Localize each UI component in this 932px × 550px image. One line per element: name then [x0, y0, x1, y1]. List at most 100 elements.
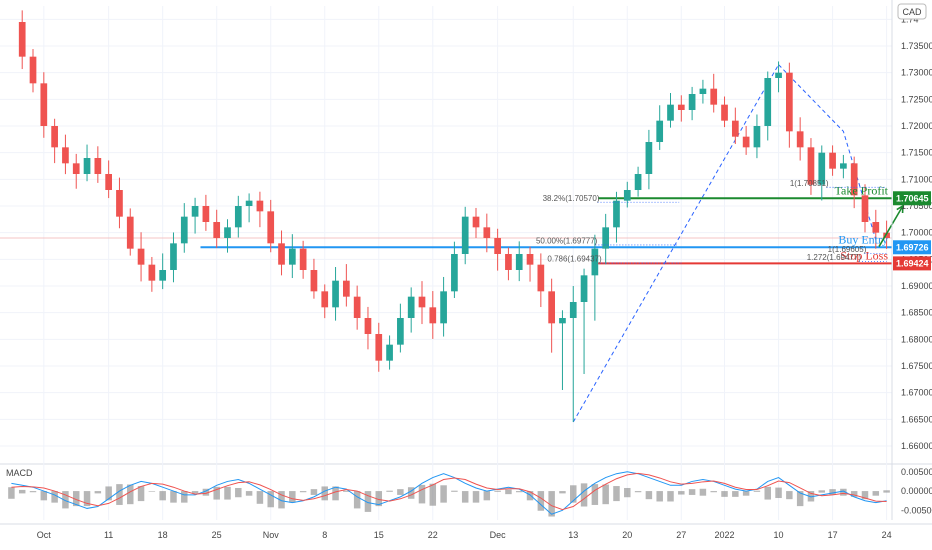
- candle-body: [83, 158, 91, 174]
- candle-body: [62, 147, 69, 164]
- level-name: Stop Loss: [840, 248, 888, 262]
- candle-body: [245, 200, 253, 206]
- macd-histogram-bar: [732, 491, 739, 497]
- candle-body: [526, 254, 534, 265]
- time-tick-label: Dec: [490, 530, 507, 540]
- price-tick-label: 1.71000: [901, 174, 932, 184]
- macd-histogram-bar: [537, 491, 545, 511]
- candle-body: [40, 83, 48, 126]
- macd-histogram-bar: [51, 491, 58, 503]
- price-tick-label: 1.72000: [901, 121, 932, 131]
- candle-body: [818, 152, 826, 185]
- candle-body: [850, 163, 858, 196]
- fib-label: 1(1.69605): [828, 245, 867, 254]
- currency-badge-box: [897, 3, 927, 20]
- macd-signal-line: [11, 472, 887, 511]
- candle-body: [213, 222, 221, 238]
- macd-histogram-bar: [332, 486, 339, 501]
- macd-histogram-bar: [872, 491, 880, 496]
- candle-body: [451, 254, 458, 292]
- zigzag-leg-a: [572, 64, 779, 423]
- macd-histogram-bar: [494, 490, 501, 492]
- time-tick-label: 18: [158, 530, 168, 540]
- macd-histogram-bar: [775, 487, 782, 499]
- macd-histogram-bar: [353, 491, 361, 509]
- time-tick-label: Nov: [263, 530, 280, 540]
- candle-body: [483, 227, 491, 238]
- macd-histogram-bar: [721, 491, 728, 497]
- candle-body: [505, 254, 512, 270]
- macd-histogram-bar: [613, 486, 620, 502]
- price-tick-label: 1.67500: [901, 361, 932, 371]
- candle-body: [94, 158, 102, 174]
- macd-label: MACD: [6, 468, 33, 478]
- macd-histogram-bar: [418, 484, 426, 504]
- level-price-tag[interactable]: [893, 191, 931, 206]
- macd-histogram-bar: [94, 491, 102, 494]
- candle-body: [688, 94, 696, 110]
- projection-arrow-shaft: [878, 205, 904, 247]
- candle-body: [667, 104, 674, 121]
- price-tick-label: 1.68500: [901, 308, 932, 318]
- candle-body: [613, 200, 620, 228]
- macd-histogram-bar: [83, 491, 91, 507]
- candle-body: [256, 200, 264, 212]
- fib-label: 1(1.70851): [790, 179, 829, 188]
- candle-body: [29, 56, 37, 84]
- macd-histogram-bar: [137, 486, 145, 502]
- candle-body: [883, 232, 890, 238]
- macd-histogram-bar: [472, 491, 480, 503]
- price-tick-label: 1.68000: [901, 334, 932, 344]
- macd-histogram-bar: [829, 489, 836, 495]
- level-price-tag[interactable]: [893, 256, 931, 271]
- fib-label: 0.786(1.69437): [547, 255, 602, 264]
- fib-label: 1.272(1.69477): [807, 253, 862, 262]
- macd-histogram-bar: [386, 490, 393, 492]
- candle-body: [786, 72, 793, 132]
- price-axis[interactable]: 1.741.735001.730001.725001.720001.715001…: [891, 0, 932, 520]
- candle-body: [148, 264, 156, 281]
- macd-histogram-bar: [364, 491, 372, 512]
- trade-level-lines: [200, 197, 892, 265]
- price-tick-label: 1.66500: [901, 414, 932, 424]
- macd-histogram-bar: [40, 491, 48, 501]
- price-tick-label: 1.67000: [901, 388, 932, 398]
- candle-body: [137, 248, 145, 265]
- macd-histogram-bar: [202, 488, 210, 496]
- candle-body: [623, 190, 631, 201]
- macd-histogram-bar: [310, 489, 318, 495]
- currency-badge[interactable]: CAD: [897, 3, 927, 20]
- candle-body: [72, 163, 80, 174]
- macd-histogram-bar: [742, 491, 750, 496]
- macd-histogram-bar: [710, 491, 717, 493]
- candle-body: [721, 104, 728, 121]
- candle-body: [234, 206, 242, 228]
- candle-body: [840, 163, 847, 169]
- macd-line: [11, 471, 887, 515]
- macd-histogram-bar: [818, 490, 826, 493]
- time-tick-label: 15: [374, 530, 384, 540]
- candle-body: [321, 291, 329, 308]
- time-axis[interactable]: Oct111825Nov81522Dec1320272022101724Feb: [37, 530, 932, 540]
- candle-body: [591, 248, 599, 276]
- macd-histogram-bar: [235, 487, 242, 498]
- macd-histogram-bar: [181, 491, 188, 503]
- level-name: Take Profit: [835, 183, 889, 197]
- macd-histogram-bar: [634, 491, 642, 493]
- price-tick-label: 1.73500: [901, 41, 932, 51]
- macd-histogram-bar: [559, 491, 566, 494]
- candle-body: [829, 152, 836, 169]
- macd-histogram-bar: [526, 491, 534, 501]
- macd-histogram-bar: [861, 491, 869, 500]
- candle-body: [559, 318, 566, 324]
- macd-histogram-bar: [62, 491, 69, 509]
- level-price-label: 1.69726: [896, 242, 929, 252]
- macd-histogram-bar: [850, 491, 858, 497]
- macd-histogram-bar: [451, 490, 458, 492]
- candle-body: [872, 222, 880, 233]
- level-price-tag[interactable]: [893, 240, 931, 255]
- candle-body: [537, 264, 545, 292]
- macd-histogram-bar: [224, 486, 231, 500]
- candle-body: [645, 142, 653, 174]
